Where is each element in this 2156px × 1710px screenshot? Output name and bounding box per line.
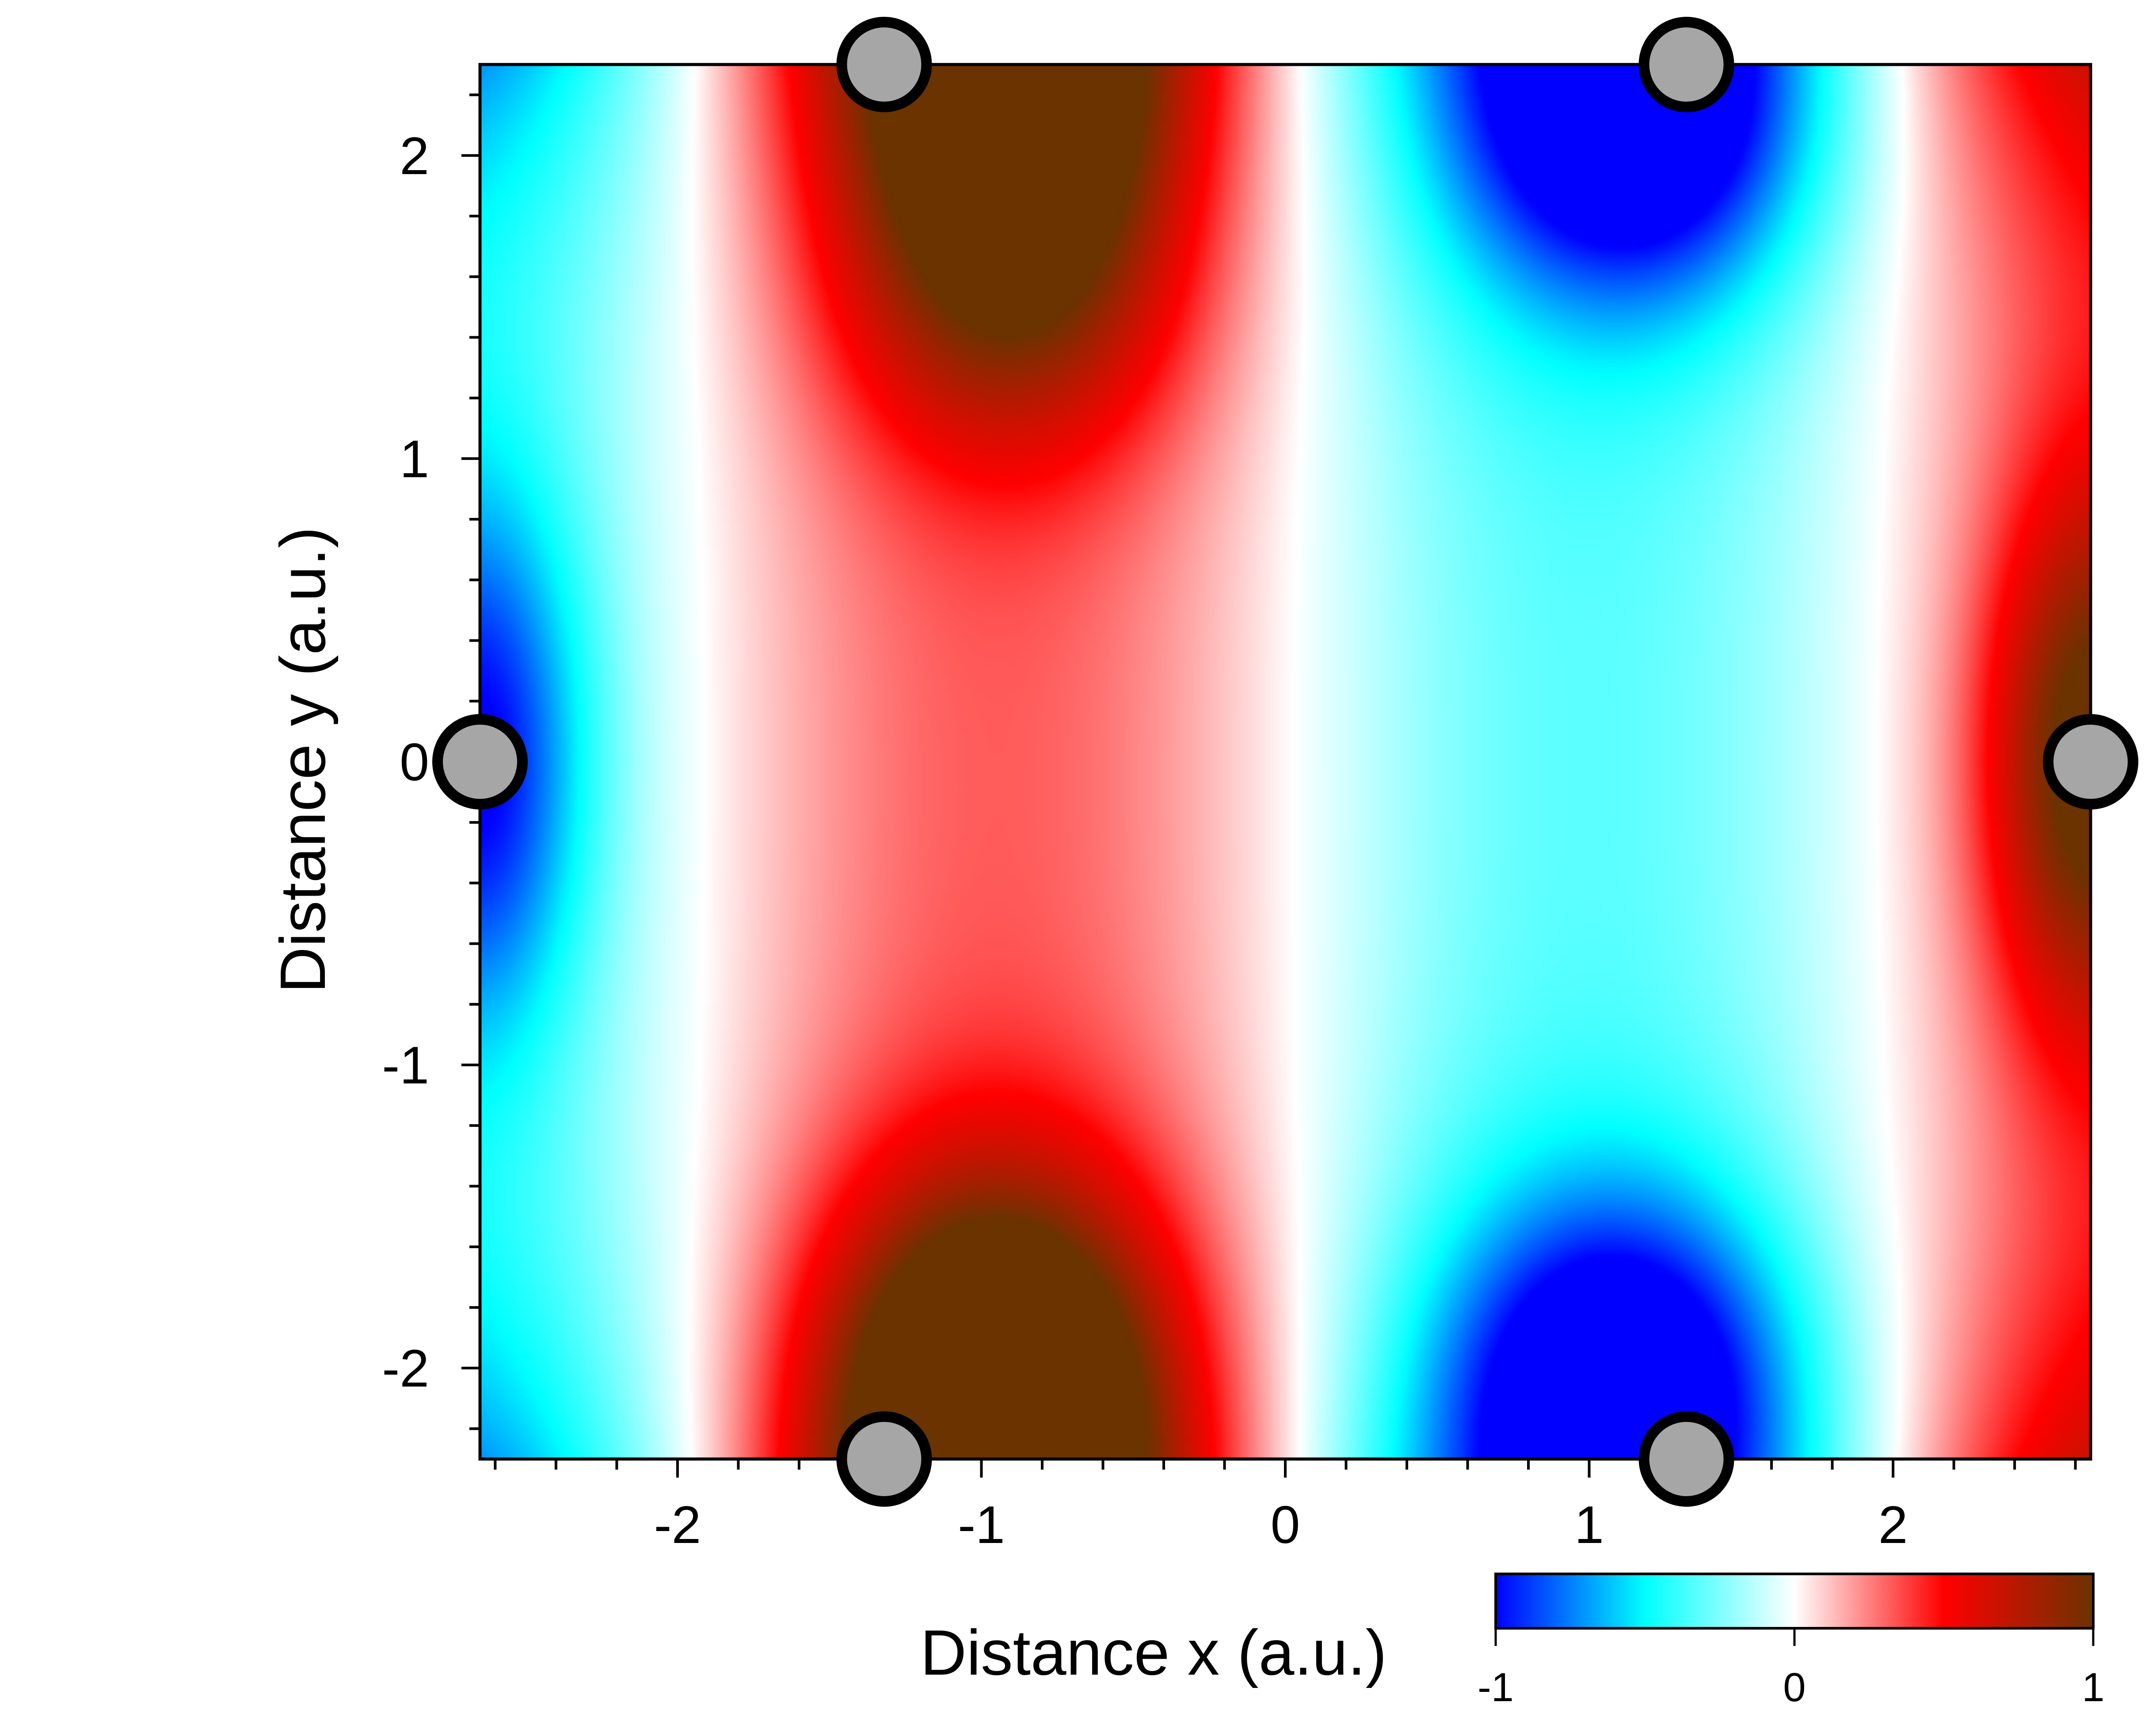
x-axis-ticks: -2 -1 0 1 2 [494,1459,2077,1554]
colorbar-ticks: -1 0 1 [1478,1628,2105,1710]
colorbar-tick-label: 1 [2082,1665,2104,1710]
colorbar-tick-label: 0 [1783,1665,1806,1710]
y-axis-title: Distance y (a.u.) [267,527,339,993]
site-marker [1638,1411,1734,1507]
x-tick-label: -1 [958,1495,1005,1554]
site-marker [432,714,528,809]
heatmap-field [480,65,2091,1459]
site-marker [2043,714,2138,809]
x-axis-title: Distance x (a.u.) [920,1617,1387,1688]
x-tick-label: 1 [1574,1495,1604,1554]
site-marker [836,17,932,112]
colorbar-tick-label: -1 [1478,1665,1514,1710]
y-tick-label: -2 [382,1339,429,1398]
x-tick-label: -2 [654,1495,701,1554]
x-tick-label: 0 [1271,1495,1300,1554]
colorbar-gradient [1494,1573,2095,1630]
x-tick-label: 2 [1878,1495,1908,1554]
colorbar: -1 0 1 [1478,1573,2105,1710]
y-axis-ticks: -2 -1 0 1 2 [382,93,480,1430]
y-tick-label: 0 [400,733,429,792]
y-tick-label: -1 [382,1036,429,1095]
site-marker [1638,17,1734,112]
site-marker [836,1411,932,1507]
y-tick-label: 2 [400,126,429,186]
y-tick-label: 1 [400,429,429,489]
site-markers [432,17,2138,1507]
